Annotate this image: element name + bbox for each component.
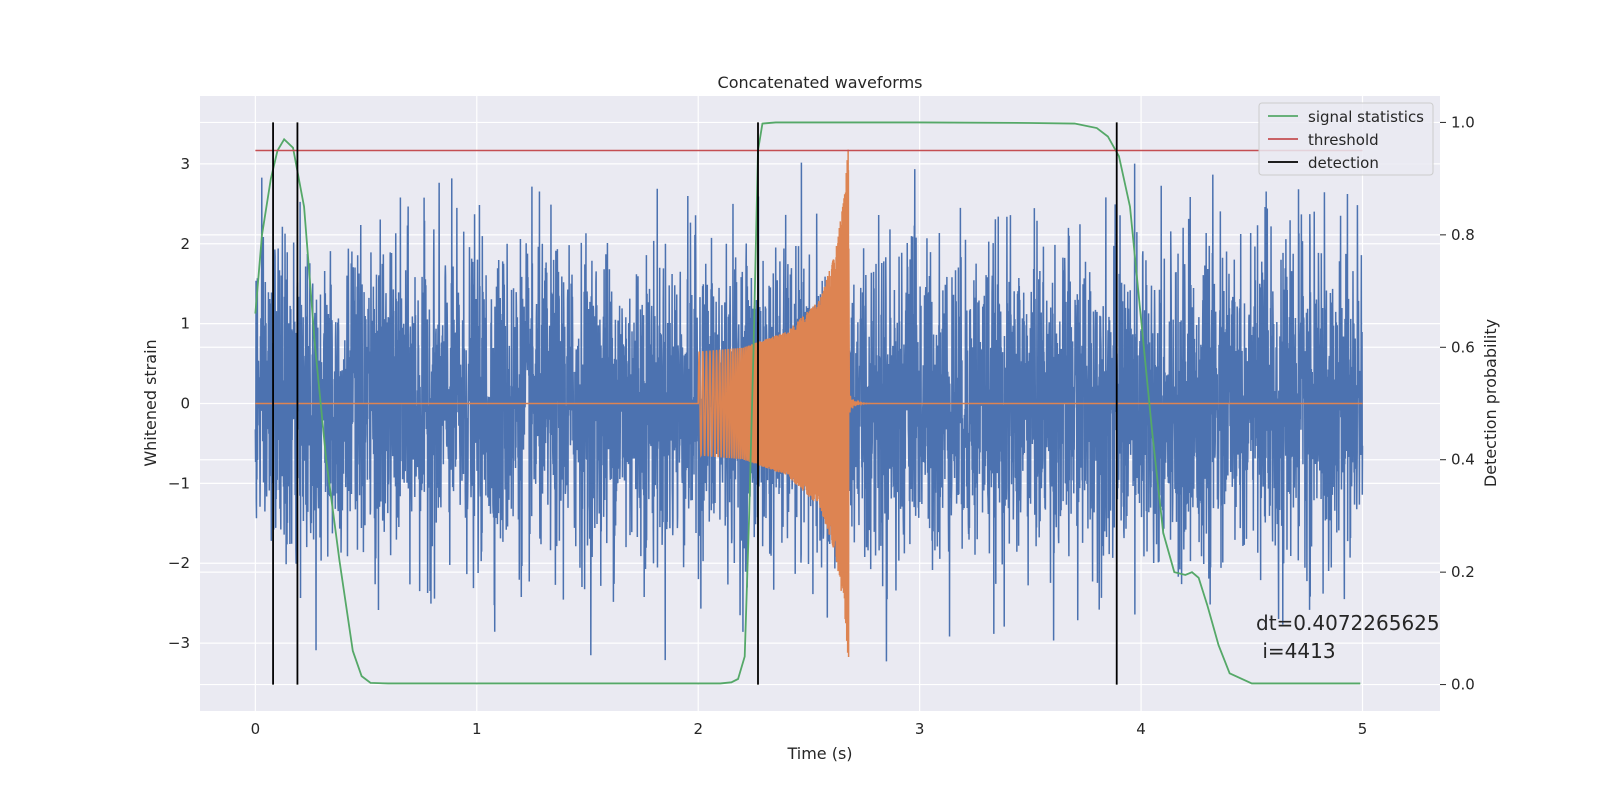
y-axis-label: Whitened strain <box>141 339 160 466</box>
y-tick-label: 1 <box>180 315 190 333</box>
y-tick-label: 0 <box>180 395 190 413</box>
y2-axis-label: Detection probability <box>1481 319 1500 487</box>
x-axis-label: Time (s) <box>786 744 852 763</box>
y-tick-label: −3 <box>168 634 190 652</box>
y-tick-label: 2 <box>180 235 190 253</box>
annotation-line: i=4413 <box>1256 639 1336 663</box>
y2-tick-label: 0.8 <box>1451 226 1475 244</box>
x-tick-label: 4 <box>1136 720 1146 738</box>
x-tick-label: 0 <box>251 720 261 738</box>
x-axis-ticks: 0 1 2 3 4 5 <box>251 720 1368 738</box>
legend-label-threshold: threshold <box>1308 131 1379 149</box>
y2-tick-label: 0.0 <box>1451 676 1475 694</box>
x-tick-label: 2 <box>693 720 703 738</box>
y-tick-label: −1 <box>168 474 190 492</box>
x-tick-label: 5 <box>1358 720 1368 738</box>
annotation-line: dt=0.4072265625 <box>1256 611 1440 635</box>
legend-label-signal-statistics: signal statistics <box>1308 108 1424 126</box>
series-layer <box>254 121 1364 685</box>
x-tick-label: 1 <box>472 720 482 738</box>
y-tick-label: 3 <box>180 155 190 173</box>
y-axis-ticks: −3 −2 −1 0 1 2 3 <box>168 155 190 652</box>
y2-tick-label: 1.0 <box>1451 113 1475 131</box>
y2-tick-label: 0.2 <box>1451 563 1475 581</box>
legend-box <box>1258 102 1434 176</box>
y2-axis-ticks: 0.0 0.2 0.4 0.6 0.8 1.0 <box>1440 113 1475 694</box>
y-tick-label: −2 <box>168 554 190 572</box>
chart-title: Concatenated waveforms <box>718 73 923 92</box>
x-tick-label: 3 <box>915 720 925 738</box>
injection-series-line <box>255 149 1363 658</box>
y2-tick-label: 0.4 <box>1451 451 1475 469</box>
legend: signal statistics threshold detection <box>1258 102 1434 176</box>
y2-tick-label: 0.6 <box>1451 338 1475 356</box>
detection-lines <box>272 122 1118 685</box>
legend-label-detection: detection <box>1308 154 1379 172</box>
annotation-text: dt=0.4072265625 i=4413 <box>1256 611 1440 663</box>
